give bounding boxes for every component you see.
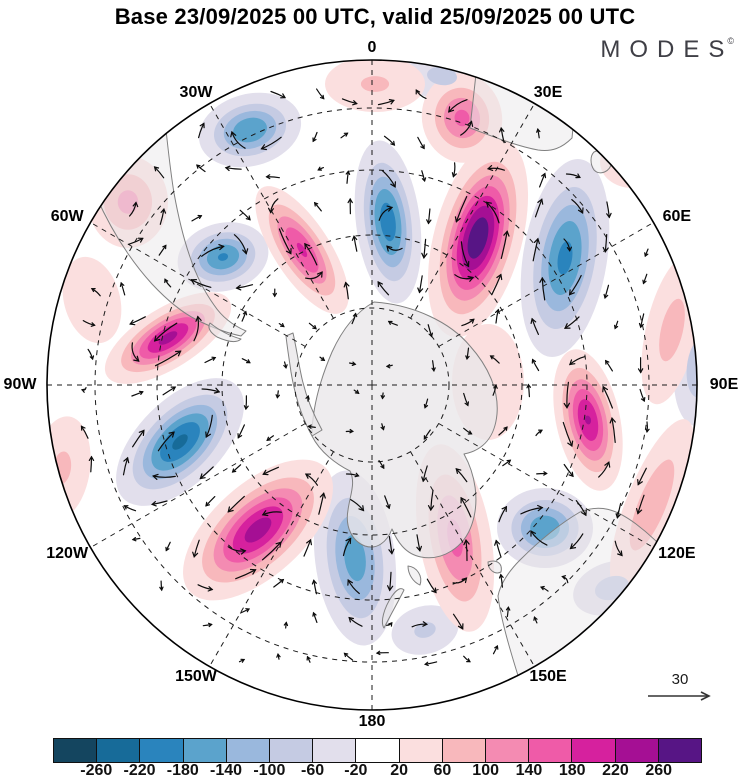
longitude-label-30w: 30W [179,84,213,102]
wind-arrows [80,88,650,667]
graticule [47,60,697,710]
longitude-label-30e: 30E [533,84,563,102]
colorbar-tick-label: 60 [433,762,452,779]
reference-vector-value: 30 [671,671,689,688]
longitude-label-90w: 90W [3,376,37,393]
modes-logo-text: MODES [600,36,734,63]
colorbar-cell [658,739,702,762]
colorbar-cell [140,739,184,762]
longitude-label-120w: 120W [46,544,89,562]
longitude-label-60e: 60E [662,207,692,225]
colorbar-cell [399,739,443,762]
page-title: Base 23/09/2025 00 UTC, valid 25/09/2025… [114,4,636,29]
colorbar-cell [226,739,271,762]
copyright-icon: © [727,36,734,46]
colorbar-tick-label: -20 [344,762,368,779]
longitude-label-0: 0 [367,39,377,56]
colorbar-tick-label: 220 [602,762,629,779]
colorbar-cell [97,739,141,762]
longitude-label-60w: 60W [50,207,84,225]
longitude-label-120e: 120E [658,544,696,562]
colorbar-tick-label: -60 [301,762,325,779]
colorbar-tick-label: -100 [253,762,286,779]
colorbar-tick-label: -140 [210,762,243,779]
colorbar-ticks: -260 -220 -180 -140 -100 -60 -20 20 60 100 140 180 2… [0,762,750,782]
longitude-label-180: 180 [358,713,386,730]
colorbar [53,738,702,763]
colorbar-cell [529,739,573,762]
colorbar-cell [486,739,530,762]
colorbar-cell [615,739,659,762]
polar-map [46,59,698,711]
colorbar-cell [183,739,227,762]
colorbar-tick-label: 180 [558,762,586,779]
colorbar-tick-label: 20 [390,762,409,779]
colorbar-cell [442,739,487,762]
longitude-label-150e: 150E [529,667,567,685]
colorbar-tick-label: 100 [472,762,500,779]
colorbar-tick-label: -260 [80,762,113,779]
colorbar-cell [356,739,400,762]
reference-vector: 30 [644,672,716,712]
map-canvas [46,59,698,711]
colorbar-cell [54,739,98,762]
modes-logo: MODES© [600,36,740,64]
longitude-label-90e: 90E [709,376,739,393]
reference-arrow-icon [648,691,711,701]
colorbar-tick-label: 140 [515,762,543,779]
colorbar-tick-label: 260 [645,762,673,779]
colorbar-tick-label: -220 [123,762,156,779]
colorbar-tick-label: -180 [166,762,199,779]
longitude-label-150w: 150W [175,667,217,685]
colorbar-cell [270,739,314,762]
colorbar-cell [572,739,616,762]
colorbar-cell [313,739,357,762]
